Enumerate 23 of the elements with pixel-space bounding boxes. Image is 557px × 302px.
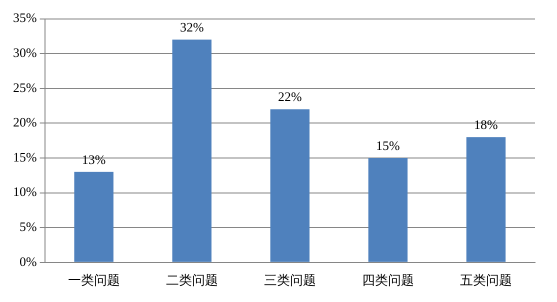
y-tick-label: 30% [12,45,37,60]
data-label: 15% [376,138,400,153]
y-tick-label: 5% [19,219,37,234]
x-tick-label: 四类问题 [362,272,414,288]
y-tick-label: 10% [12,184,37,200]
bar [466,137,506,262]
x-tick-label: 五类问题 [460,272,512,288]
x-tick-label: 一类问题 [68,272,120,288]
y-tick-label: 15% [12,149,37,164]
y-tick-label: 25% [12,80,37,95]
y-tick-label: 35% [12,10,37,26]
bar [270,109,310,262]
data-label: 22% [278,89,302,104]
data-label: 18% [474,117,498,132]
bar [368,158,408,262]
data-label: 32% [180,20,204,35]
bar [172,40,212,262]
data-label: 13% [82,152,106,167]
x-tick-label: 三类问题 [264,272,316,288]
bar [74,172,114,262]
x-tick-label: 二类问题 [166,272,218,288]
y-tick-label: 0% [19,254,37,269]
y-tick-label: 20% [12,114,37,130]
